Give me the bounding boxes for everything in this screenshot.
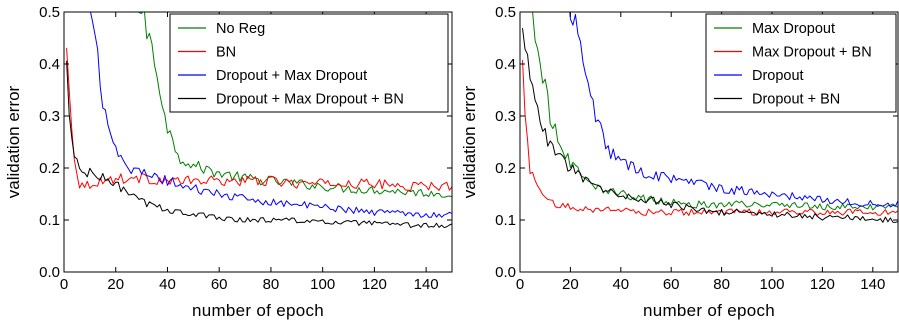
right-chart: 0 20 40 60 80 100 120 140 0.0 0.1 0.2 0.3 0.4 0.5 numb… [460, 4, 899, 320]
x-tick-label: 20 [562, 276, 579, 293]
y-tick-label: 0.5 [495, 4, 516, 21]
y-tick-label: 0.2 [495, 160, 516, 177]
y-tick-label: 0.3 [39, 108, 60, 125]
left-chart: 0 20 40 60 80 100 120 140 0.0 0.1 0.2 0.3 0.4 0.5 numb… [4, 4, 453, 320]
y-axis-label: validation error [460, 85, 479, 198]
x-tick-label: 40 [159, 276, 176, 293]
legend: Max Dropout Max Dropout + BN Dropout Dropou… [705, 13, 897, 113]
x-tick-label: 140 [860, 276, 885, 293]
plot-frame [519, 11, 899, 273]
x-tick-label: 100 [759, 276, 784, 293]
legend-entry: No Reg [216, 21, 265, 37]
x-tick-label: 120 [362, 276, 387, 293]
x-tick-label: 100 [310, 276, 335, 293]
legend-box [705, 13, 897, 113]
y-tick-label: 0.5 [39, 4, 60, 21]
series-line-2 [66, 47, 452, 192]
x-tick-label: 60 [663, 276, 680, 293]
y-tick-label: 0.4 [39, 56, 60, 73]
series-line-2 [522, 60, 898, 216]
legend-entry: BN [216, 45, 236, 61]
legend-entry: Dropout + BN [752, 92, 840, 108]
x-tick-label: 80 [713, 276, 730, 293]
legend-box [169, 13, 449, 113]
legend-entry: Max Dropout [752, 21, 835, 37]
legend-entry: Dropout [752, 68, 804, 84]
x-tick-label: 20 [107, 276, 124, 293]
y-tick-label: 0.2 [39, 160, 60, 177]
series-line-4 [66, 60, 452, 229]
x-tick-label: 60 [211, 276, 228, 293]
plot-frame [63, 11, 453, 273]
x-tick-label: 120 [810, 276, 835, 293]
y-tick-label: 0.1 [39, 212, 60, 229]
x-tick-label: 0 [60, 276, 68, 293]
x-axis-label: number of epoch [192, 301, 324, 320]
y-tick-label: 0.4 [495, 56, 516, 73]
y-tick-label: 0.1 [495, 212, 516, 229]
series-line-4 [522, 27, 898, 223]
legend-entry: Dropout + Max Dropout [216, 68, 367, 84]
series-lines [66, 12, 452, 229]
legend-entry: Dropout + Max Dropout + BN [216, 92, 404, 108]
series-line-3 [569, 12, 898, 208]
series-line-3 [89, 12, 452, 218]
x-tick-label: 0 [516, 276, 524, 293]
x-tick-label: 140 [414, 276, 439, 293]
y-tick-label: 0.0 [495, 264, 516, 281]
legend: No Reg BN Dropout + Max Dropout Dropout + M… [169, 13, 449, 113]
x-tick-label: 80 [263, 276, 280, 293]
y-tick-label: 0.0 [39, 264, 60, 281]
x-tick-label: 40 [612, 276, 629, 293]
legend-entry: Max Dropout + BN [752, 45, 872, 61]
series-lines [522, 12, 898, 223]
x-axis-label: number of epoch [643, 301, 775, 320]
y-axis-label: validation error [4, 85, 23, 198]
y-tick-label: 0.3 [495, 108, 516, 125]
